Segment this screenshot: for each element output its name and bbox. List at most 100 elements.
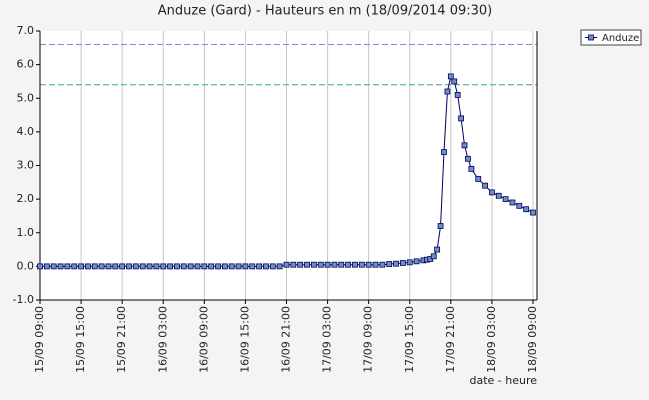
data-point [451, 78, 458, 85]
x-tick-label: 15/09 15:00 [74, 306, 87, 373]
x-tick-label: 18/09 03:00 [485, 306, 498, 373]
data-point [283, 261, 290, 268]
data-point [180, 263, 187, 270]
data-point [461, 142, 468, 149]
data-point [372, 261, 379, 268]
chart-title: Anduze (Gard) - Hauteurs en m (18/09/201… [158, 4, 492, 19]
legend-marker [588, 34, 594, 41]
data-point [71, 263, 78, 270]
legend-box [580, 29, 642, 46]
data-point [516, 202, 523, 209]
data-point [160, 263, 167, 270]
data-point [393, 260, 399, 267]
y-tick-label: 2.0 [17, 192, 35, 205]
data-point [132, 263, 139, 270]
data-point [530, 209, 536, 216]
data-point [437, 223, 444, 229]
data-point [475, 176, 482, 182]
data-point [85, 263, 91, 270]
data-point [447, 73, 454, 80]
data-point [324, 261, 331, 268]
y-tick-label: 4.0 [17, 125, 35, 138]
data-point [444, 88, 451, 95]
data-point [468, 165, 475, 172]
data-point [263, 263, 269, 270]
data-point [221, 263, 228, 270]
data-point [352, 261, 358, 268]
y-tick-label: 6.0 [17, 58, 35, 71]
y-tick-label: -1.0 [13, 293, 34, 306]
x-tick-label: 18/09 09:00 [526, 306, 539, 373]
data-point [194, 263, 201, 270]
x-tick-label: 16/09 09:00 [197, 306, 210, 373]
data-point [242, 263, 249, 270]
data-point [386, 261, 393, 267]
x-tick-label: 15/09 21:00 [115, 306, 128, 373]
data-point [304, 261, 310, 268]
y-tick-label: 7.0 [17, 24, 35, 37]
data-point [215, 263, 221, 270]
data-point [331, 261, 338, 268]
data-point [269, 263, 276, 270]
data-point [187, 263, 194, 270]
data-point [78, 263, 84, 270]
plot-area [40, 31, 537, 300]
data-point [112, 263, 119, 270]
data-point [105, 263, 112, 270]
x-tick-label: 16/09 21:00 [280, 306, 293, 373]
data-point [365, 261, 372, 268]
x-tick-label: 16/09 15:00 [238, 306, 251, 373]
data-point [167, 263, 173, 270]
data-point [338, 261, 345, 268]
y-tick-label: 0.0 [17, 259, 35, 272]
data-point [290, 261, 297, 268]
data-point [235, 263, 242, 270]
legend-label: Anduze [602, 33, 639, 44]
data-point [406, 259, 413, 266]
data-point [119, 263, 126, 270]
data-point [201, 263, 208, 270]
data-point [208, 263, 215, 270]
data-point [400, 260, 406, 266]
x-tick-label: 17/09 09:00 [362, 306, 375, 373]
data-point [256, 263, 263, 270]
data-point [489, 189, 495, 196]
data-point [523, 206, 530, 213]
data-point [43, 263, 50, 270]
x-tick-label: 17/09 03:00 [321, 306, 334, 373]
data-point [310, 261, 317, 268]
x-tick-label: 17/09 15:00 [403, 306, 416, 373]
data-point [502, 196, 509, 203]
x-axis-label: date - heure [469, 374, 537, 387]
data-point [98, 263, 105, 270]
data-point [430, 253, 437, 260]
data-point [454, 91, 461, 98]
data-point [317, 261, 324, 268]
x-tick-label: 15/09 09:00 [33, 306, 46, 373]
data-point [126, 263, 132, 270]
data-point [434, 246, 441, 253]
data-point [413, 258, 420, 265]
data-point [57, 263, 64, 270]
data-point [482, 182, 488, 189]
data-point [276, 263, 283, 270]
data-point [153, 263, 160, 270]
data-point [139, 263, 146, 270]
y-tick-label: 3.0 [17, 159, 35, 172]
data-point [91, 263, 98, 270]
y-tick-label: 5.0 [17, 91, 35, 104]
data-point [228, 263, 235, 270]
data-point [174, 263, 180, 270]
y-tick-label: 1.0 [17, 226, 35, 239]
data-point [345, 261, 352, 268]
x-tick-label: 17/09 21:00 [444, 306, 457, 373]
data-point [379, 261, 386, 268]
data-point [297, 261, 304, 268]
data-point [249, 263, 256, 270]
x-tick-label: 16/09 03:00 [156, 306, 169, 373]
data-point [50, 263, 57, 270]
data-point [37, 263, 43, 270]
data-point [64, 263, 71, 270]
data-point [465, 155, 471, 162]
